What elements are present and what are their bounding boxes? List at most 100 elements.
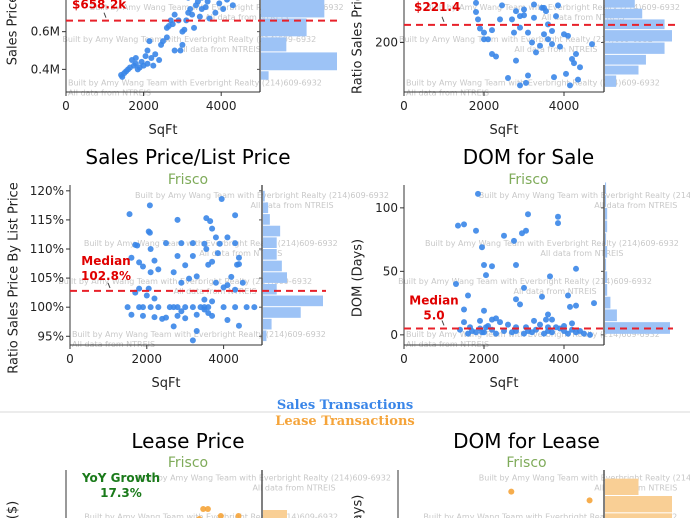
watermark-line1: Built by Amy Wang Team with Everbright R… bbox=[399, 35, 653, 44]
watermark-line2: All data from NTREIS bbox=[205, 13, 288, 22]
data-point bbox=[224, 316, 231, 323]
histogram-bar bbox=[261, 71, 269, 80]
data-point bbox=[224, 282, 231, 289]
data-point bbox=[513, 328, 519, 335]
data-point bbox=[545, 36, 551, 43]
data-point bbox=[201, 296, 208, 303]
histogram-bar bbox=[263, 202, 269, 214]
watermark-line1: Built by Amy Wang Team with Everbright R… bbox=[479, 191, 690, 200]
histogram-bar bbox=[605, 478, 639, 495]
watermark-line1: Built by Amy Wang Team with Everbright R… bbox=[423, 512, 677, 518]
histogram-bar bbox=[605, 513, 672, 518]
data-point bbox=[146, 229, 153, 236]
data-point bbox=[531, 14, 537, 21]
annotation-arrow bbox=[103, 12, 107, 18]
data-point bbox=[178, 240, 185, 247]
data-point bbox=[517, 24, 523, 31]
data-point bbox=[181, 26, 188, 33]
chart-subtitle: Frisco bbox=[508, 172, 548, 188]
data-point bbox=[139, 312, 146, 319]
data-point bbox=[134, 242, 141, 249]
chart-title: Sales Price/List Price bbox=[85, 145, 290, 169]
histogram-bar bbox=[605, 296, 611, 309]
data-point bbox=[573, 51, 579, 58]
data-point bbox=[224, 234, 231, 241]
data-point bbox=[191, 24, 198, 31]
histogram-bar bbox=[261, 37, 287, 52]
x-tick-label: 0 bbox=[66, 352, 74, 366]
data-point bbox=[499, 2, 505, 9]
data-point bbox=[511, 237, 517, 244]
watermark-line1: Built by Amy Wang Team with Everbright R… bbox=[426, 3, 680, 12]
data-point bbox=[182, 315, 189, 322]
data-point bbox=[493, 315, 499, 322]
x-tick-label: 2000 bbox=[469, 99, 500, 113]
data-point bbox=[461, 319, 467, 326]
data-point bbox=[163, 34, 170, 41]
watermark-line1: Built by Amy Wang Team with Everbright R… bbox=[425, 239, 679, 248]
histogram-bar bbox=[263, 225, 281, 237]
data-point bbox=[513, 57, 519, 64]
data-point bbox=[489, 263, 495, 270]
x-tick-label: 0 bbox=[400, 99, 408, 113]
data-point bbox=[543, 8, 549, 15]
data-point bbox=[565, 32, 571, 39]
data-point bbox=[178, 308, 185, 315]
data-point bbox=[508, 488, 515, 495]
data-point bbox=[209, 298, 216, 305]
data-point bbox=[128, 254, 135, 261]
x-tick-label: 4000 bbox=[208, 352, 239, 366]
data-point bbox=[152, 51, 159, 58]
annotation-value: $658.2k bbox=[72, 0, 127, 12]
data-point bbox=[235, 513, 242, 518]
chart-dom-for-lease: DOM for Lease Frisco Built by Amy Wang Tea… bbox=[351, 429, 690, 518]
data-point bbox=[479, 244, 485, 251]
data-point bbox=[497, 16, 503, 23]
data-point bbox=[203, 246, 210, 252]
data-point bbox=[533, 49, 539, 56]
histogram-bar bbox=[263, 214, 270, 225]
annotation-label: Median bbox=[409, 293, 458, 307]
data-point bbox=[124, 304, 131, 311]
data-point bbox=[479, 329, 485, 336]
data-point bbox=[218, 195, 225, 202]
histogram-bar bbox=[605, 8, 643, 19]
data-point bbox=[163, 240, 169, 247]
data-point bbox=[151, 295, 158, 302]
histogram-bar bbox=[263, 510, 287, 518]
data-point bbox=[555, 213, 561, 220]
data-point bbox=[174, 312, 181, 319]
data-point bbox=[147, 246, 154, 252]
data-point bbox=[174, 252, 181, 259]
data-point bbox=[521, 284, 527, 291]
chart-sales-price: Built by Amy Wang Team with Everbright R… bbox=[6, 0, 344, 138]
data-point bbox=[209, 312, 216, 319]
data-point bbox=[541, 31, 547, 38]
histogram-bar bbox=[605, 75, 617, 87]
data-point bbox=[531, 1, 537, 8]
data-point bbox=[235, 254, 242, 261]
data-point bbox=[204, 0, 211, 5]
x-tick-label: 4000 bbox=[549, 99, 580, 113]
data-point bbox=[587, 331, 593, 338]
histogram-bar bbox=[605, 30, 672, 42]
data-point bbox=[235, 322, 242, 329]
data-point bbox=[189, 304, 196, 311]
data-point bbox=[531, 317, 537, 324]
data-point bbox=[216, 0, 223, 7]
x-axis-label: SqFt bbox=[148, 123, 177, 138]
data-point bbox=[565, 330, 571, 337]
data-point bbox=[212, 279, 219, 286]
data-point bbox=[182, 304, 189, 311]
data-point bbox=[228, 273, 235, 280]
watermark-line1: Built by Amy Wang Team with Everbright R… bbox=[398, 277, 652, 286]
data-point bbox=[200, 506, 207, 512]
x-tick-label: 2000 bbox=[132, 352, 163, 366]
data-point bbox=[573, 265, 579, 272]
y-axis-label: DOM (Days) bbox=[351, 239, 366, 317]
histogram-bar bbox=[261, 52, 337, 71]
histogram-bar bbox=[263, 249, 277, 260]
data-point bbox=[159, 315, 166, 322]
data-point bbox=[473, 227, 479, 234]
data-point bbox=[217, 513, 224, 518]
